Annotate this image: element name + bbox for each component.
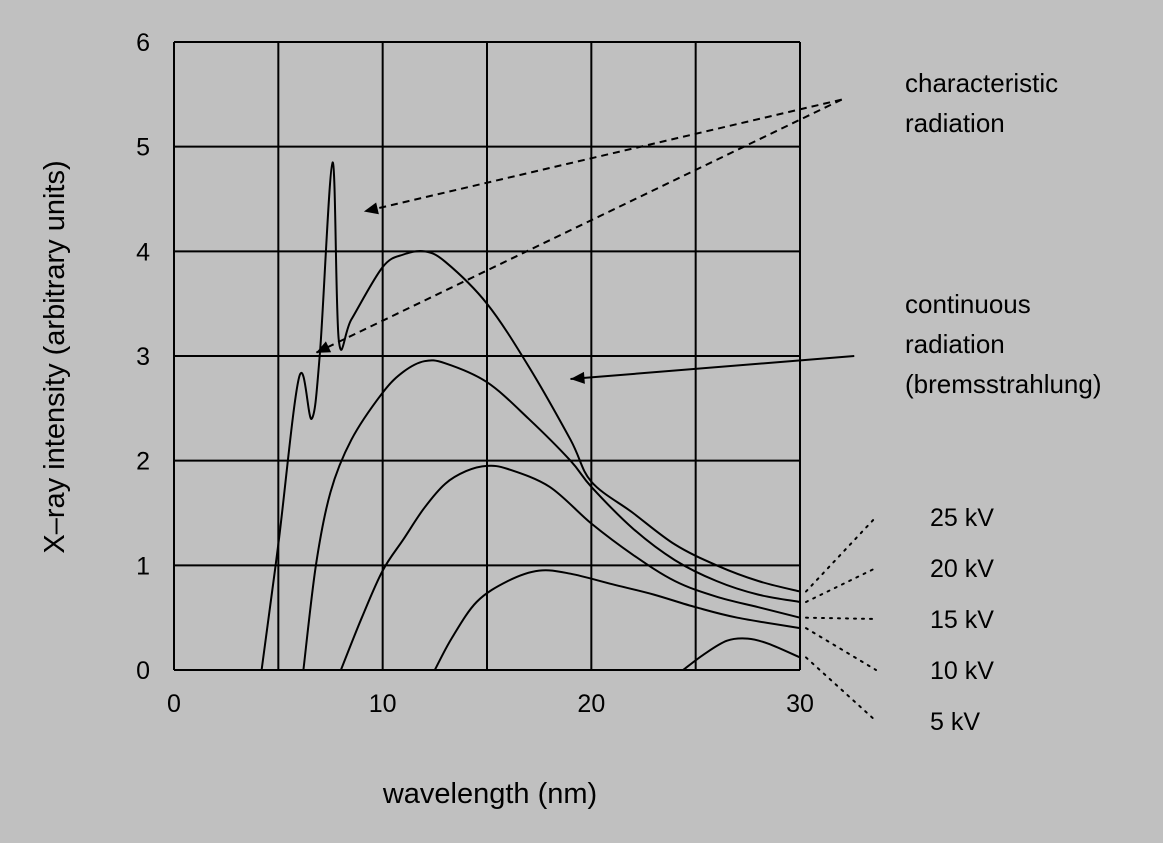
series-line-20kv <box>302 359 801 671</box>
series-line-25kv <box>260 161 801 671</box>
annotation-continuous-line1: continuous <box>905 289 1031 319</box>
legend-leader <box>805 616 877 620</box>
annotation-characteristic-line1: characteristic <box>905 68 1058 98</box>
arrowhead-characteristic-peak <box>363 202 379 215</box>
annotation-pointers <box>315 98 855 384</box>
x-tick-label: 10 <box>369 690 397 718</box>
tick-labels: 0 10 20 30 0 1 2 3 4 5 6 <box>136 29 814 718</box>
series-line-15kv <box>339 464 801 671</box>
x-tick-label: 0 <box>167 690 181 718</box>
arrowhead-characteristic-lower <box>315 341 332 353</box>
legend-leader <box>805 567 877 603</box>
y-tick-label: 5 <box>136 134 150 162</box>
y-tick-label: 2 <box>136 448 150 476</box>
legend-label: 20 kV <box>930 555 994 583</box>
pointer-characteristic-lower <box>315 98 843 354</box>
pointer-continuous <box>570 355 855 381</box>
legend-label: 10 kV <box>930 657 994 685</box>
y-tick-label: 4 <box>136 238 150 266</box>
x-tick-label: 30 <box>786 690 814 718</box>
annotation-continuous: continuous radiation (bremsstrahlung) <box>905 289 1102 399</box>
legend-leader <box>805 627 877 671</box>
y-tick-label: 3 <box>136 343 150 371</box>
y-tick-label: 1 <box>136 552 150 580</box>
x-axis-title: wavelength (nm) <box>382 778 597 810</box>
legend-leader <box>805 656 877 722</box>
annotation-characteristic-line2: radiation <box>905 108 1005 138</box>
arrowhead-continuous <box>570 371 585 384</box>
series-curves <box>260 161 801 671</box>
y-tick-label: 6 <box>136 29 150 57</box>
annotation-continuous-line2: radiation <box>905 329 1005 359</box>
legend: 25 kV 20 kV 15 kV 10 kV 5 kV <box>805 504 994 736</box>
legend-leader <box>805 516 877 593</box>
pointer-characteristic-peak <box>363 98 842 213</box>
series-line-10kv <box>433 569 801 671</box>
grid <box>173 41 801 671</box>
legend-label: 15 kV <box>930 606 994 634</box>
x-tick-label: 20 <box>577 690 605 718</box>
series-line-5kv <box>682 637 801 671</box>
annotation-characteristic: characteristic radiation <box>905 68 1058 138</box>
y-axis-title: X–ray intensity (arbitrary units) <box>39 160 71 553</box>
legend-label: 25 kV <box>930 504 994 532</box>
y-tick-label: 0 <box>136 657 150 685</box>
legend-label: 5 kV <box>930 708 980 736</box>
annotation-continuous-line3: (bremsstrahlung) <box>905 369 1102 399</box>
